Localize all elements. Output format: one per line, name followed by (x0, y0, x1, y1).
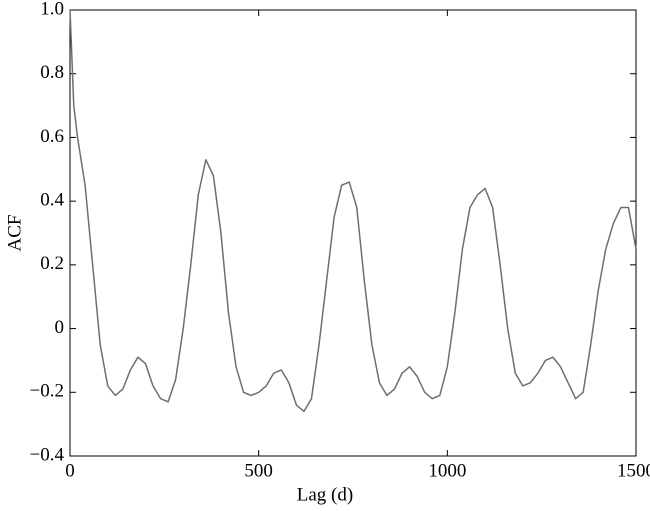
y-tick-label: 0.6 (40, 126, 64, 147)
x-axis-label: Lag (d) (297, 484, 353, 505)
y-tick-label: 0 (55, 317, 65, 338)
y-tick-label: 0.8 (40, 62, 64, 83)
y-tick-label: 1.0 (40, 0, 64, 19)
x-tick-label: 0 (65, 460, 75, 481)
y-tick-label: 0.2 (40, 253, 64, 274)
x-tick-label: 1000 (428, 460, 466, 481)
x-tick-label: 1500 (617, 460, 650, 481)
y-axis-label: ACF (4, 215, 25, 252)
x-tick-label: 500 (244, 460, 273, 481)
y-tick-label: −0.2 (30, 381, 64, 402)
y-tick-label: 0.4 (40, 190, 64, 211)
plot-frame (69, 9, 637, 457)
y-tick-label: −0.4 (30, 444, 65, 465)
acf-line (69, 9, 637, 413)
